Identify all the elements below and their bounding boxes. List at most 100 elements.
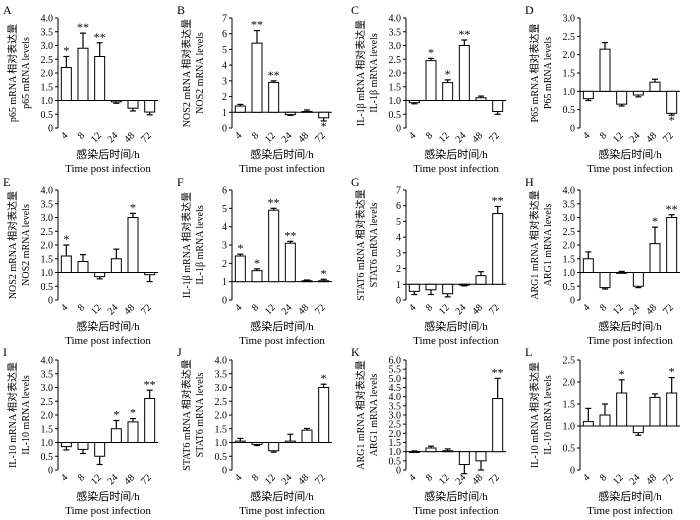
ylabel-en-f: IL-1β mRNA levels	[195, 205, 206, 285]
xtick-label-e-72: 72	[139, 302, 154, 317]
sig-a-4: *	[63, 44, 69, 58]
ytick-label-c-3: 1.5	[389, 82, 402, 93]
bar-a-12	[94, 56, 106, 101]
ytick-label-h-1: 0.5	[563, 282, 576, 293]
xtick-label-g-72: 72	[487, 302, 502, 317]
ylabel-en-b: NOS2 mRNA levels	[195, 32, 206, 114]
bar-b-24	[284, 111, 296, 116]
xtick-label-l-72: 72	[661, 472, 676, 487]
ylabel-en-d: P65 mRNA levels	[543, 37, 554, 109]
bar-g-12	[442, 283, 454, 295]
ylabel-cn-h: ARG1 mRNA 相对表达量	[528, 190, 541, 299]
panel-label-b: B	[177, 3, 185, 17]
ytick-label-h-3: 1.5	[563, 254, 576, 265]
ylabel-cn-i: IL-10 mRNA 相对表达量	[6, 362, 19, 468]
xtick-label-l-12: 12	[611, 472, 626, 487]
ytick-label-h-7: 3.5	[563, 199, 576, 210]
xtick-label-g-48: 48	[470, 302, 485, 317]
xlabel-en-d: Time post infection	[587, 163, 673, 175]
bar-l-4	[582, 421, 594, 427]
xlabel-cn-i: 感染后时间/h	[76, 489, 140, 503]
xlabel-cn-d: 感染后时间/h	[598, 147, 662, 161]
bar-a-4	[60, 67, 72, 101]
xtick-label-e-48: 48	[122, 302, 137, 317]
bar-j-4	[234, 440, 246, 443]
xtick-label-f-24: 24	[280, 302, 295, 317]
bar-g-48	[475, 275, 487, 285]
bar-c-24	[458, 45, 470, 101]
ylabel-cn-l: IL-10 mRNA 相对表达量	[528, 362, 541, 468]
xtick-label-i-12: 12	[89, 472, 104, 487]
bar-i-72	[144, 398, 156, 443]
xtick-label-f-8: 8	[250, 302, 261, 313]
bar-c-8	[425, 60, 437, 101]
ytick-label-k-3: 1.5	[389, 438, 402, 449]
ylabel-en-a: p65 mRNA levels	[21, 37, 32, 109]
panel-label-k: K	[351, 345, 360, 359]
panel-label-c: C	[351, 3, 359, 17]
xtick-label-i-48: 48	[122, 472, 137, 487]
bar-a-8	[77, 47, 89, 101]
bar-d-24	[632, 90, 644, 96]
ytick-label-i-2: 1.0	[41, 438, 54, 449]
bar-f-24	[284, 242, 296, 283]
ytick-label-j-0: 0	[222, 466, 227, 477]
sig-h-72: **	[666, 202, 678, 216]
ytick-label-a-3: 1.5	[41, 82, 54, 93]
xtick-label-b-4: 4	[233, 130, 244, 141]
ytick-label-e-3: 1.5	[41, 254, 54, 265]
xtick-label-l-24: 24	[628, 472, 643, 487]
ylabel-cn-k: ARG1 mRNA 相对表达量	[354, 360, 367, 469]
sig-l-12: *	[619, 367, 625, 381]
sig-i-48: *	[130, 406, 136, 420]
ytick-label-l-2: 1.0	[563, 422, 576, 433]
ytick-label-e-1: 0.5	[41, 282, 54, 293]
bar-j-8	[251, 442, 263, 445]
ytick-label-j-7: 3.5	[215, 369, 228, 380]
xtick-label-c-72: 72	[487, 130, 502, 145]
xlabel-en-b: Time post infection	[239, 163, 325, 175]
bar-h-12	[616, 272, 628, 274]
ytick-label-i-5: 2.5	[41, 397, 54, 408]
sig-a-8: **	[77, 20, 89, 34]
ytick-label-f-4: 4	[222, 222, 227, 233]
sig-f-24: **	[284, 228, 296, 242]
ylabel-en-i: IL-10 mRNA levels	[21, 375, 32, 455]
bar-f-4	[234, 255, 246, 283]
bar-g-24	[458, 283, 470, 286]
ytick-label-j-1: 0.5	[215, 452, 228, 463]
ylabel-en-c: IL-1β mRNA levels	[369, 33, 380, 113]
sig-l-72: *	[669, 365, 675, 379]
sig-f-8: *	[254, 256, 260, 270]
xtick-label-g-8: 8	[424, 302, 435, 313]
xlabel-cn-f: 感染后时间/h	[250, 319, 314, 333]
ytick-label-l-0: 0	[570, 466, 575, 477]
ytick-label-k-4: 2.0	[389, 429, 402, 440]
xtick-label-a-48: 48	[122, 130, 137, 145]
ytick-label-l-1: 0.5	[563, 444, 576, 455]
sig-k-72: **	[492, 365, 504, 379]
ytick-label-h-4: 2.0	[563, 241, 576, 252]
xlabel-cn-h: 感染后时间/h	[598, 319, 662, 333]
bar-a-48	[127, 100, 139, 109]
xtick-label-i-72: 72	[139, 472, 154, 487]
bar-f-12	[268, 209, 280, 283]
bar-l-48	[649, 396, 661, 427]
panel-label-d: D	[525, 3, 534, 17]
ytick-label-d-6: 3.0	[563, 14, 576, 25]
xtick-label-f-72: 72	[313, 302, 328, 317]
bar-l-12	[616, 392, 628, 427]
bar-l-24	[632, 425, 644, 434]
ytick-label-g-5: 5	[396, 217, 401, 228]
sig-b-72: *	[321, 119, 327, 133]
ytick-label-l-4: 2.0	[563, 378, 576, 389]
ylabel-en-k: ARG1 mRNA levels	[369, 374, 380, 457]
bar-k-12	[442, 450, 454, 453]
xtick-label-f-48: 48	[296, 302, 311, 317]
bar-i-8	[77, 442, 89, 450]
ytick-label-c-8: 4.0	[389, 14, 402, 25]
xtick-label-a-12: 12	[89, 130, 104, 145]
xtick-label-i-24: 24	[106, 472, 121, 487]
xtick-label-j-72: 72	[313, 472, 328, 487]
xtick-label-k-4: 4	[407, 472, 418, 483]
